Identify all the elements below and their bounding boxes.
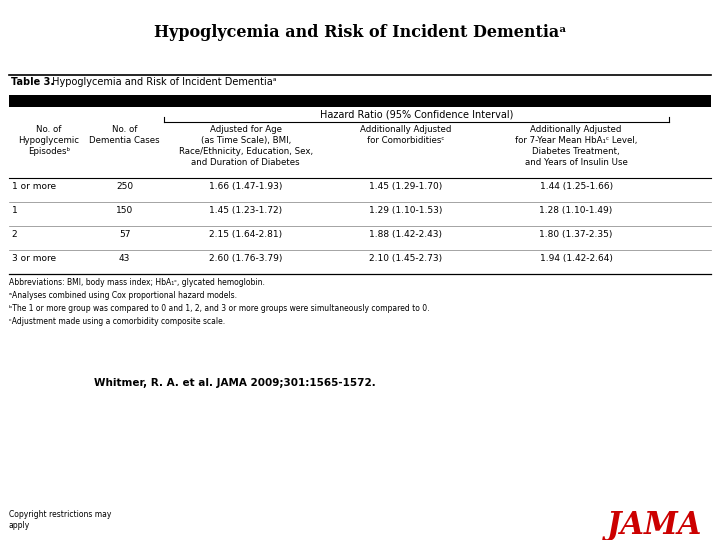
Text: 1.88 (1.42-2.43): 1.88 (1.42-2.43) (369, 230, 442, 239)
Text: 1.29 (1.10-1.53): 1.29 (1.10-1.53) (369, 206, 442, 214)
Text: 2.10 (1.45-2.73): 2.10 (1.45-2.73) (369, 253, 442, 262)
Text: JAMA: JAMA (607, 510, 702, 540)
Text: Additionally Adjusted
for Comorbiditiesᶜ: Additionally Adjusted for Comorbiditiesᶜ (360, 125, 451, 145)
Text: Whitmer, R. A. et al. JAMA 2009;301:1565-1572.: Whitmer, R. A. et al. JAMA 2009;301:1565… (94, 378, 375, 388)
Text: 1.45 (1.29-1.70): 1.45 (1.29-1.70) (369, 181, 442, 191)
Text: 43: 43 (119, 253, 130, 262)
Text: Additionally Adjusted
for 7-Year Mean HbA₁ᶜ Level,
Diabetes Treatment,
and Years: Additionally Adjusted for 7-Year Mean Hb… (515, 125, 637, 167)
Text: 3 or more: 3 or more (12, 253, 55, 262)
Text: No. of
Hypoglycemic
Episodesᵇ: No. of Hypoglycemic Episodesᵇ (19, 125, 79, 156)
Text: 1.94 (1.42-2.64): 1.94 (1.42-2.64) (540, 253, 613, 262)
Text: Abbreviations: BMI, body mass index; HbA₁ᶜ, glycated hemoglobin.: Abbreviations: BMI, body mass index; HbA… (9, 278, 264, 287)
Text: Hazard Ratio (95% Confidence Interval): Hazard Ratio (95% Confidence Interval) (320, 110, 513, 119)
Text: Copyright restrictions may
apply: Copyright restrictions may apply (9, 510, 111, 530)
Text: 1.28 (1.10-1.49): 1.28 (1.10-1.49) (539, 206, 613, 214)
Text: 2.15 (1.64-2.81): 2.15 (1.64-2.81) (210, 230, 282, 239)
Text: No. of
Dementia Cases: No. of Dementia Cases (89, 125, 160, 145)
Text: ᵇThe 1 or more group was compared to 0 and 1, 2, and 3 or more groups were simul: ᵇThe 1 or more group was compared to 0 a… (9, 303, 429, 313)
Text: 1 or more: 1 or more (12, 181, 55, 191)
Text: Adjusted for Age
(as Time Scale), BMI,
Race/Ethnicity, Education, Sex,
and Durat: Adjusted for Age (as Time Scale), BMI, R… (179, 125, 313, 167)
Text: Table 3.: Table 3. (11, 77, 54, 86)
Text: ᵃAnalyses combined using Cox proportional hazard models.: ᵃAnalyses combined using Cox proportiona… (9, 291, 237, 300)
Text: 1.80 (1.37-2.35): 1.80 (1.37-2.35) (539, 230, 613, 239)
Text: 1: 1 (12, 206, 17, 214)
Text: 1.45 (1.23-1.72): 1.45 (1.23-1.72) (210, 206, 282, 214)
Text: 2.60 (1.76-3.79): 2.60 (1.76-3.79) (209, 253, 282, 262)
Bar (9, 94, 711, 106)
Text: ᶜAdjustment made using a comorbidity composite scale.: ᶜAdjustment made using a comorbidity com… (9, 316, 225, 326)
Text: Hypoglycemia and Risk of Incident Dementiaᵃ: Hypoglycemia and Risk of Incident Dement… (153, 24, 567, 41)
Text: 57: 57 (119, 230, 130, 239)
Text: 1.66 (1.47-1.93): 1.66 (1.47-1.93) (209, 181, 282, 191)
Text: 150: 150 (116, 206, 133, 214)
Text: 2: 2 (12, 230, 17, 239)
Text: 1.44 (1.25-1.66): 1.44 (1.25-1.66) (539, 181, 613, 191)
Text: 250: 250 (116, 181, 133, 191)
Text: Hypoglycemia and Risk of Incident Dementiaᵃ: Hypoglycemia and Risk of Incident Dement… (49, 77, 276, 86)
